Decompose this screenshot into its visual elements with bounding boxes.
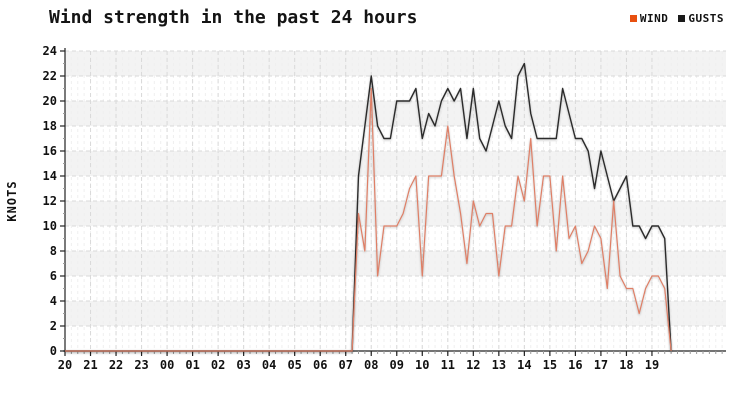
x-tick-label: 03 [236, 358, 250, 372]
x-tick-label: 08 [364, 358, 378, 372]
x-tick-label: 20 [58, 358, 72, 372]
legend: WIND GUSTS [629, 12, 724, 25]
x-tick-label: 01 [185, 358, 199, 372]
x-tick-label: 14 [517, 358, 531, 372]
x-tick-label: 07 [338, 358, 352, 372]
x-tick-label: 00 [160, 358, 174, 372]
x-tick-label: 09 [390, 358, 404, 372]
y-tick-label: 8 [50, 244, 57, 258]
x-tick-label: 05 [287, 358, 301, 372]
y-tick-label: 20 [43, 94, 57, 108]
y-tick-label: 14 [43, 169, 57, 183]
y-tick-label: 4 [50, 294, 57, 308]
y-tick-label: 2 [50, 319, 57, 333]
plot-band [65, 151, 726, 176]
y-tick-label: 22 [43, 69, 57, 83]
x-tick-label: 06 [313, 358, 327, 372]
y-tick-label: 0 [50, 344, 57, 358]
legend-label-gusts: GUSTS [688, 12, 724, 25]
y-tick-label: 24 [43, 44, 57, 58]
x-tick-label: 10 [415, 358, 429, 372]
chart-title: Wind strength in the past 24 hours [49, 7, 418, 28]
x-tick-label: 22 [109, 358, 123, 372]
wind-line [65, 87, 672, 352]
legend-item-wind: WIND [629, 12, 669, 25]
x-tick-label: 18 [619, 358, 633, 372]
x-tick-label: 04 [262, 358, 276, 372]
y-axis-label: KNOTS [5, 180, 19, 221]
y-tick-label: 18 [43, 119, 57, 133]
x-tick-label: 15 [543, 358, 557, 372]
plot-band [65, 51, 726, 76]
x-tick-label: 11 [441, 358, 455, 372]
wind-swatch-icon [629, 15, 637, 22]
x-tick-label: 23 [134, 358, 148, 372]
x-tick-label: 17 [594, 358, 608, 372]
x-tick-label: 13 [492, 358, 506, 372]
x-tick-label: 21 [83, 358, 97, 372]
x-tick-label: 12 [466, 358, 480, 372]
legend-label-wind: WIND [639, 12, 669, 25]
plot-band [65, 251, 726, 276]
x-tick-label: 16 [568, 358, 582, 372]
gusts-swatch-icon [678, 15, 686, 22]
y-tick-label: 10 [43, 219, 57, 233]
y-tick-label: 16 [43, 144, 57, 158]
x-tick-label: 19 [645, 358, 659, 372]
legend-item-gusts: GUSTS [678, 12, 724, 25]
x-tick-label: 02 [211, 358, 225, 372]
plot-band [65, 301, 726, 326]
y-tick-label: 12 [43, 194, 57, 208]
y-tick-label: 6 [50, 269, 57, 283]
